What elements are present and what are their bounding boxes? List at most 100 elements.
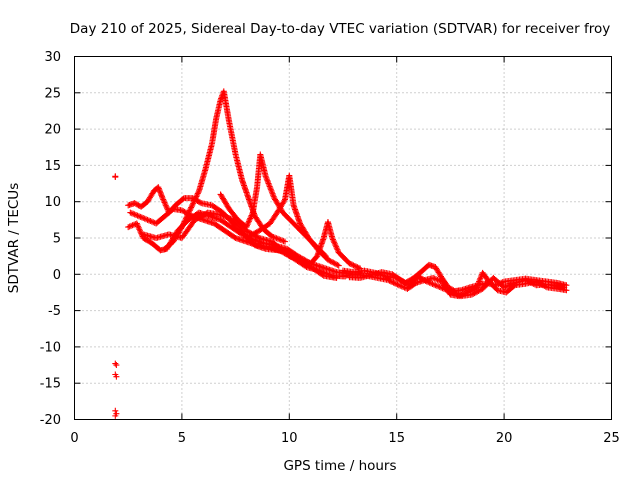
data-point [148,218,155,225]
data-point [433,276,440,283]
data-point [510,280,517,287]
y-axis-label: SDTVAR / TECUs [6,183,22,293]
data-point [217,98,224,105]
data-point [465,284,472,291]
data-point [450,290,457,297]
y-tick-label: 5 [53,232,61,247]
data-point [395,275,402,282]
data-point [137,213,144,220]
data-point [446,288,453,295]
data-point [354,264,361,271]
data-point [443,287,450,294]
data-point [224,203,231,210]
data-point [112,412,119,419]
data-point [177,207,184,214]
data-point [238,175,245,182]
data-point [141,215,148,222]
data-point [350,262,357,269]
data-point [449,289,456,296]
data-point [262,171,269,178]
data-point [128,222,135,229]
data-point [243,233,250,240]
data-point [188,195,195,202]
series-group-5to6 [140,209,340,281]
data-point [241,238,248,245]
data-point [125,224,132,231]
data-point [244,233,251,240]
data-point [216,211,223,218]
data-point [423,263,430,270]
data-point [202,167,209,174]
x-axis-label: GPS time / hours [283,458,396,474]
chart-title: Day 210 of 2025, Sidereal Day-to-day VTE… [70,21,610,37]
data-point [390,279,397,286]
data-point [126,223,133,230]
data-point [394,281,401,288]
data-point [128,210,135,217]
data-point [220,212,227,219]
data-point [353,263,360,270]
data-point [113,362,120,369]
data-point [138,214,145,221]
data-point [270,234,277,241]
data-point [130,210,137,217]
data-point [318,271,325,278]
data-point [397,282,404,289]
y-tick-label: -5 [48,304,61,319]
data-points [112,88,570,419]
data-point [437,272,444,279]
y-tick-label: -10 [40,340,61,355]
data-point [429,280,436,287]
data-point [422,277,429,284]
data-point [263,243,270,250]
data-point [439,285,446,292]
data-point [225,117,232,124]
data-point [349,261,356,268]
data-point [244,193,251,200]
data-point [149,190,156,197]
data-point [498,282,505,289]
axis-ticks [74,56,612,420]
data-point [435,283,442,290]
data-point [395,282,402,289]
data-point [143,216,150,223]
data-point [131,211,138,218]
grid [74,56,612,420]
x-tick-label: 20 [496,431,513,446]
data-point [189,201,196,208]
data-point [188,203,195,210]
data-point [240,225,247,232]
data-point [448,288,455,295]
data-point [383,276,390,283]
series-arc-peak-13-6 [243,172,342,269]
data-point [219,226,226,233]
data-point [195,198,202,205]
data-point [452,290,459,297]
y-tick-labels: -20 -15 -10 -5 0 5 10 15 20 25 30 [40,50,61,428]
data-point [208,142,215,149]
data-point [254,234,261,241]
data-point [225,222,232,229]
data-point [430,281,437,288]
data-point [453,291,460,298]
data-point [292,255,299,262]
data-point [328,233,335,240]
data-point [270,193,277,200]
data-point [264,222,271,229]
data-point [435,277,442,284]
data-point [267,238,274,245]
data-point [183,219,190,226]
data-point [253,233,260,240]
data-point [113,373,120,380]
data-point [224,214,231,221]
data-point [340,273,347,280]
data-point [266,231,273,238]
data-point [194,191,201,198]
data-point [476,287,483,294]
data-point [332,274,339,281]
data-point [135,213,142,220]
data-point [168,207,175,214]
data-point [279,237,286,244]
data-point [319,271,326,278]
